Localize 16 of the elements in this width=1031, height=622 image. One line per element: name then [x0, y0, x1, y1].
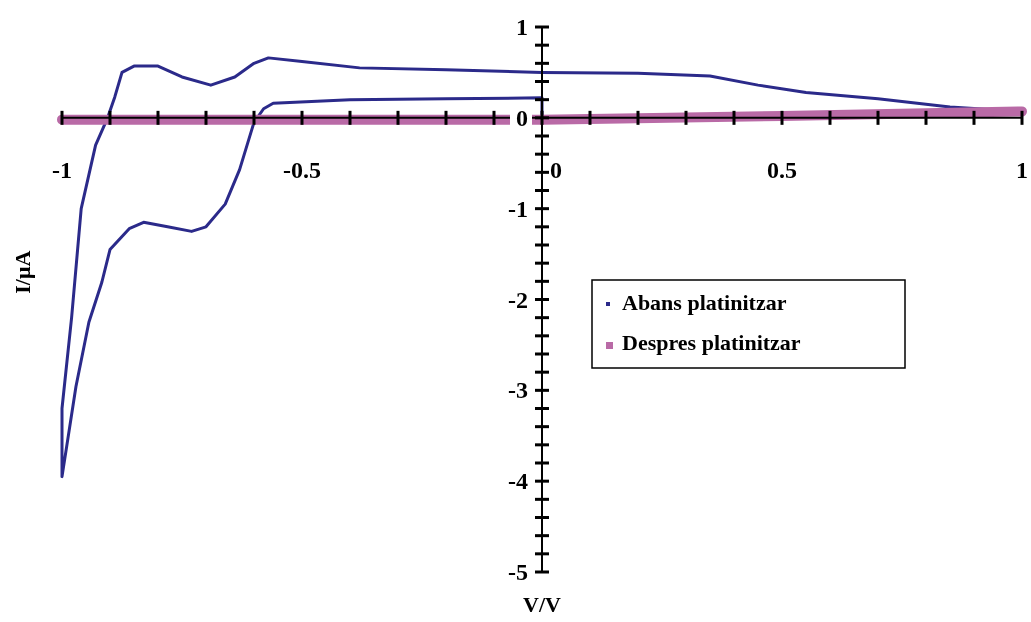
y-tick-label: -4: [508, 468, 528, 495]
y-axis-title: I/μA: [10, 250, 35, 294]
y-tick-label: -3: [508, 377, 528, 404]
legend-label: Despres platinitzar: [622, 330, 801, 355]
x-tick-label: -1: [52, 156, 72, 183]
y-tick-label: 0: [516, 104, 528, 131]
x-axis-title: V/V: [523, 592, 562, 617]
x-tick-label: -0.5: [283, 156, 321, 183]
y-tick-label: -1: [508, 195, 528, 222]
y-tick-label: 1: [516, 14, 528, 40]
x-tick-label: 0: [550, 156, 562, 183]
y-tick-label: -5: [508, 559, 528, 585]
x-tick-label: 0.5: [767, 156, 797, 183]
y-tick-label: -2: [508, 286, 528, 313]
x-tick-label: 1: [1016, 156, 1028, 183]
legend-label: Abans platinitzar: [622, 290, 787, 315]
